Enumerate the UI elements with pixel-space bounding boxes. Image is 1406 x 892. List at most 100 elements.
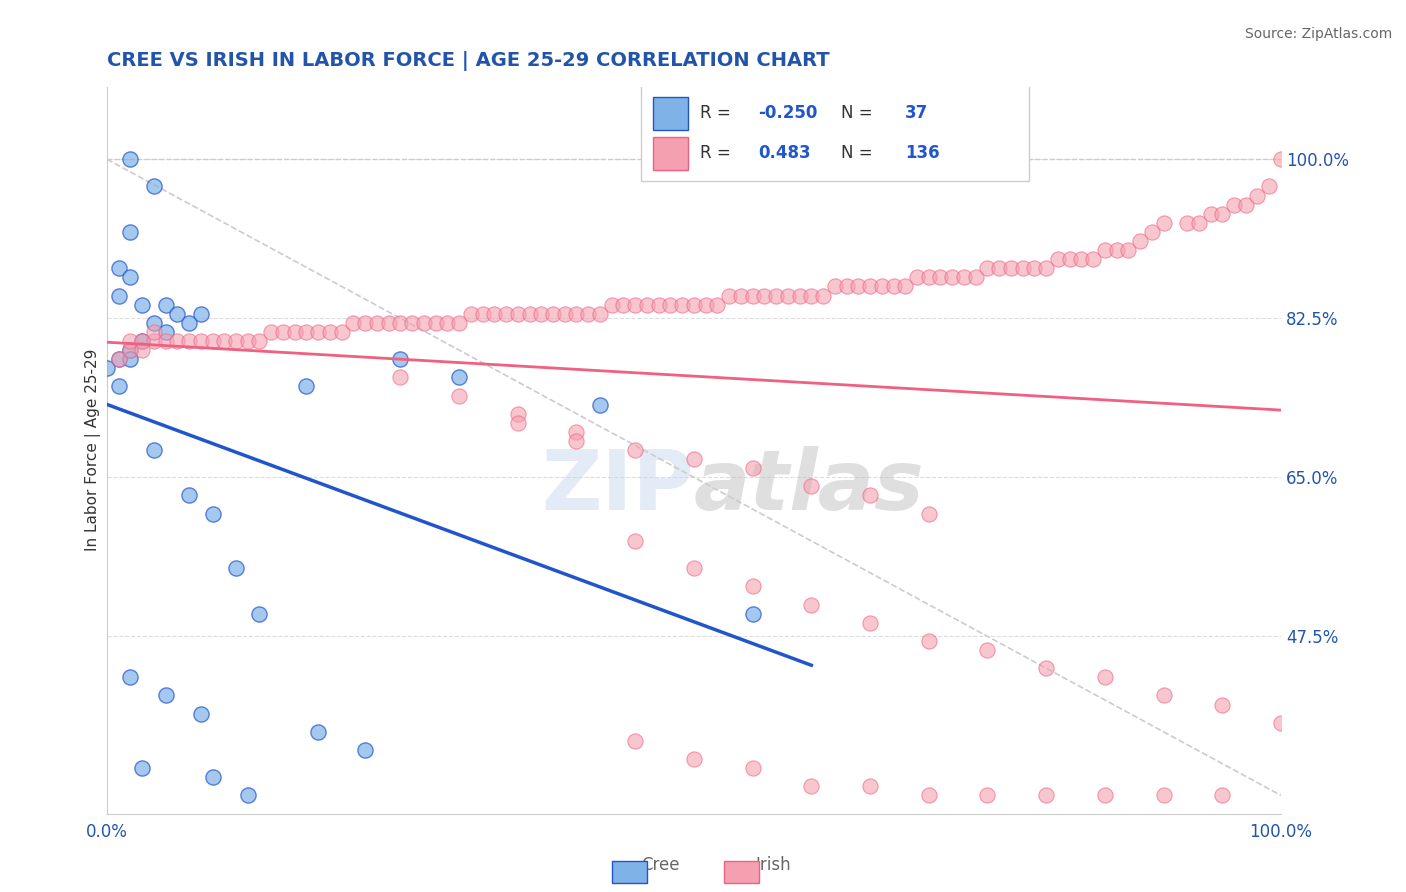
Point [1153, 789, 1175, 803]
Point [401, 316, 423, 330]
Point [342, 316, 364, 330]
Point [155, 325, 177, 339]
Point [589, 398, 612, 412]
Point [271, 325, 294, 339]
Point [624, 533, 647, 548]
Point [131, 334, 153, 348]
Point [449, 370, 471, 384]
Point [484, 307, 506, 321]
Point [683, 561, 706, 575]
Point [976, 643, 998, 657]
Point [120, 225, 142, 239]
Point [976, 261, 998, 276]
Point [824, 279, 846, 293]
Text: N =: N = [841, 103, 877, 121]
Point [249, 607, 271, 621]
Point [1059, 252, 1081, 267]
Point [190, 706, 212, 721]
Point [307, 325, 329, 339]
Point [671, 298, 693, 312]
Text: -0.250: -0.250 [758, 103, 818, 121]
Point [1258, 179, 1281, 194]
Point [741, 761, 763, 775]
Point [530, 307, 553, 321]
Text: Irish: Irish [755, 856, 792, 874]
Point [624, 298, 647, 312]
Point [120, 343, 142, 357]
Point [131, 334, 153, 348]
Text: N =: N = [841, 145, 877, 162]
Point [589, 307, 612, 321]
Point [225, 334, 247, 348]
Point [107, 352, 129, 367]
Point [800, 288, 823, 302]
Point [155, 334, 177, 348]
Point [835, 279, 858, 293]
Point [412, 316, 434, 330]
Point [519, 307, 541, 321]
Point [765, 288, 787, 302]
Point [1211, 698, 1233, 712]
Point [1153, 689, 1175, 703]
Point [389, 316, 412, 330]
Point [1270, 152, 1292, 166]
Point [377, 316, 399, 330]
Point [142, 316, 165, 330]
Point [389, 352, 412, 367]
Point [1223, 197, 1246, 211]
Point [131, 298, 153, 312]
Point [155, 298, 177, 312]
Point [425, 316, 447, 330]
Point [460, 307, 482, 321]
Point [131, 761, 153, 775]
Point [918, 507, 941, 521]
Point [918, 789, 941, 803]
FancyBboxPatch shape [652, 97, 688, 130]
Point [201, 507, 224, 521]
Point [449, 388, 471, 402]
Point [976, 789, 998, 803]
Point [225, 561, 247, 575]
Point [918, 270, 941, 285]
Point [741, 579, 763, 593]
Point [1105, 243, 1128, 257]
Point [1035, 261, 1057, 276]
Point [506, 407, 529, 421]
Point [800, 479, 823, 493]
Point [260, 325, 283, 339]
Point [1046, 252, 1069, 267]
Point [894, 279, 917, 293]
Point [800, 598, 823, 612]
Point [1129, 234, 1152, 248]
Text: R =: R = [700, 103, 735, 121]
Point [624, 734, 647, 748]
Point [366, 316, 388, 330]
Point [107, 288, 129, 302]
Point [1270, 715, 1292, 730]
Point [449, 316, 471, 330]
Point [354, 316, 377, 330]
Point [236, 789, 259, 803]
Point [730, 288, 752, 302]
Point [1211, 789, 1233, 803]
Point [1211, 207, 1233, 221]
Text: 37: 37 [905, 103, 928, 121]
Point [800, 780, 823, 794]
Point [1081, 252, 1104, 267]
Point [131, 343, 153, 357]
Point [706, 298, 728, 312]
Point [506, 307, 529, 321]
Point [1024, 261, 1046, 276]
Point [201, 334, 224, 348]
Point [120, 343, 142, 357]
Point [1000, 261, 1022, 276]
Point [741, 461, 763, 475]
Point [177, 488, 200, 502]
FancyBboxPatch shape [652, 137, 688, 170]
Text: 0.483: 0.483 [758, 145, 811, 162]
Point [190, 334, 212, 348]
Point [120, 270, 142, 285]
Point [941, 270, 963, 285]
Point [166, 334, 188, 348]
Point [142, 179, 165, 194]
